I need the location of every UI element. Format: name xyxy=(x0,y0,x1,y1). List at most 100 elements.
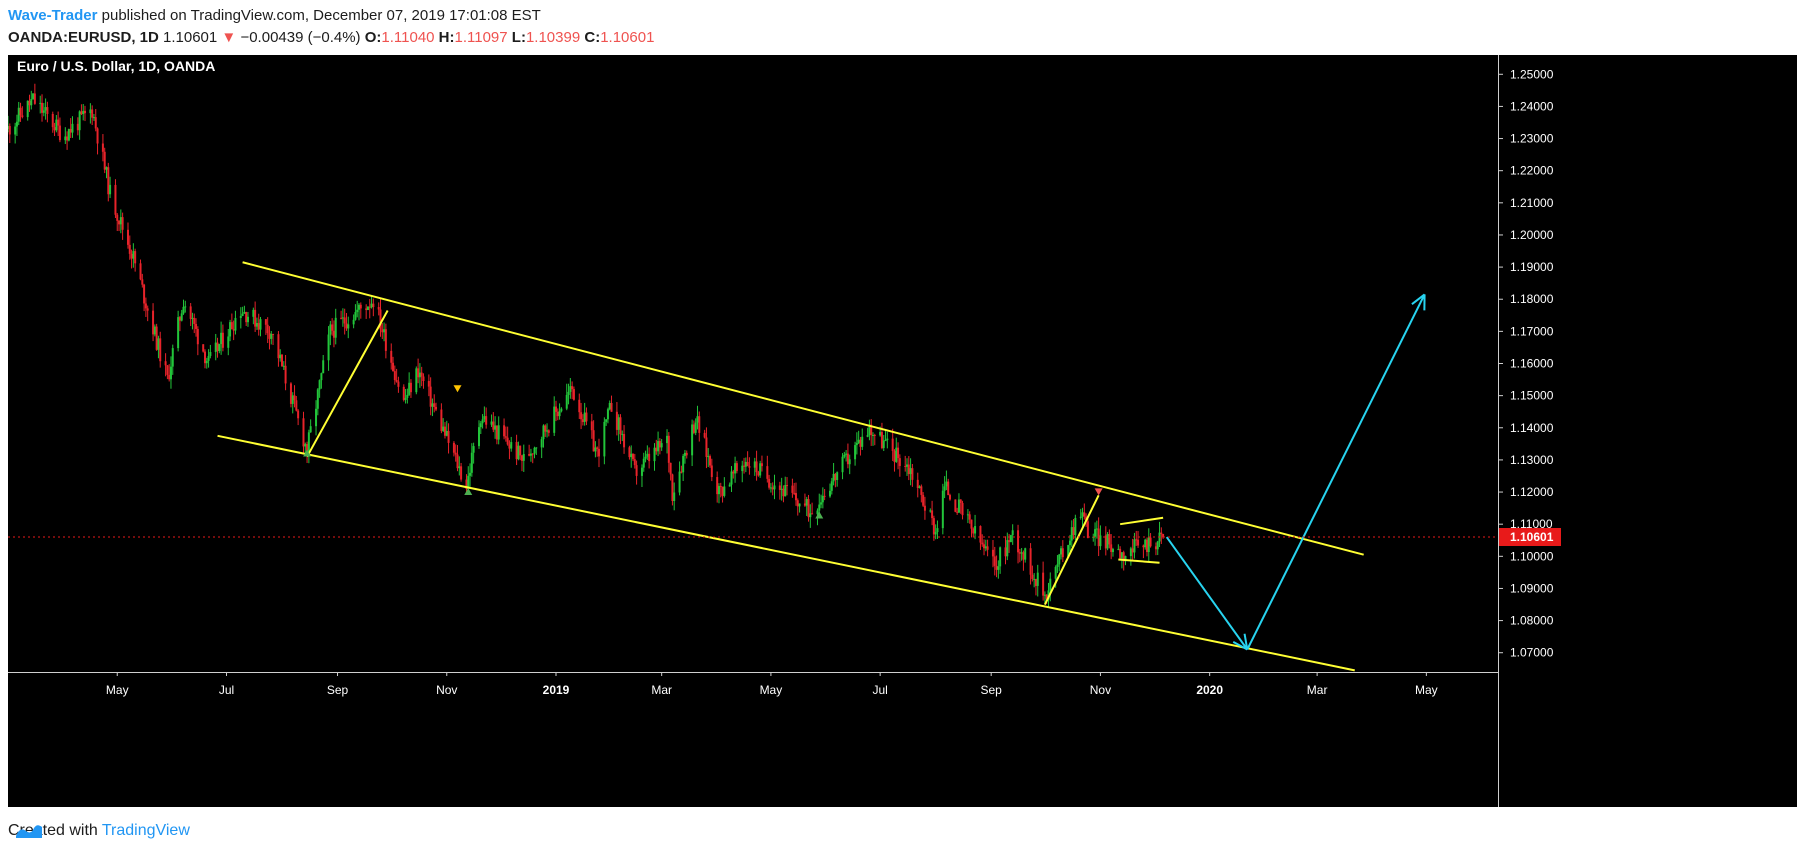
candle-body xyxy=(547,430,550,433)
symbol-line: OANDA:EURUSD, 1D 1.10601 ▼ −0.00439 (−0.… xyxy=(8,29,654,46)
price-axis[interactable]: 1.25000 1.24000 1.23000 1.22000 1.21000 1.200… xyxy=(1498,55,1561,807)
candle-body xyxy=(510,442,513,449)
candle-body xyxy=(970,519,973,529)
candle-body xyxy=(57,119,60,126)
candle-body xyxy=(1144,539,1147,548)
candle-body xyxy=(447,430,450,443)
candle-body xyxy=(732,471,735,474)
candle-body xyxy=(139,263,142,280)
candle-body xyxy=(119,217,122,225)
candle-body xyxy=(895,447,898,462)
candle-body xyxy=(272,333,275,335)
candle-body xyxy=(630,453,633,458)
candle-body xyxy=(748,466,751,468)
candle-body xyxy=(221,332,224,348)
candle-body xyxy=(794,493,797,501)
candle-body xyxy=(417,368,420,378)
candle-body xyxy=(216,342,219,352)
candle-body xyxy=(891,438,894,451)
time-tick-label: Mar xyxy=(1307,683,1328,697)
price-tick-label: 1.13000 xyxy=(1510,453,1554,467)
candle-body xyxy=(744,461,747,467)
candle-body xyxy=(1111,549,1114,553)
open-label: O: xyxy=(364,29,382,46)
candle-body xyxy=(572,389,575,400)
candle-body xyxy=(821,495,824,503)
candle-body xyxy=(931,510,934,519)
candle-body xyxy=(778,485,781,490)
time-tick-label: Jul xyxy=(219,683,234,697)
price-tick-label: 1.25000 xyxy=(1510,67,1554,81)
candle-body xyxy=(1036,572,1039,586)
candle-body xyxy=(409,382,412,393)
candle-body xyxy=(404,397,407,400)
candle-body xyxy=(809,513,812,518)
candle-body xyxy=(8,126,9,129)
time-tick-label: Nov xyxy=(436,683,457,697)
signal-marker xyxy=(453,385,462,393)
candle-body xyxy=(1083,512,1086,517)
candle-body xyxy=(1049,578,1052,591)
price-tick-label: 1.24000 xyxy=(1510,99,1554,113)
candle-body xyxy=(320,373,323,381)
candle-body xyxy=(297,410,300,419)
price-tick-label: 1.22000 xyxy=(1510,164,1554,178)
candle-body xyxy=(1110,544,1113,553)
candle-body xyxy=(384,329,387,351)
candle-body xyxy=(354,312,357,320)
price-tick-label: 1.12000 xyxy=(1510,485,1554,499)
chart-title: Euro / U.S. Dollar, 1D, OANDA xyxy=(17,58,215,74)
candle-body xyxy=(358,304,361,310)
candle-body xyxy=(270,333,273,339)
candle-body xyxy=(769,487,772,489)
candle-body xyxy=(943,486,946,491)
time-tick-label: Sep xyxy=(327,683,349,697)
trendline-flag-top xyxy=(1119,516,1164,526)
markers-layer xyxy=(303,385,1103,519)
candle-body xyxy=(710,465,713,478)
candle-body xyxy=(381,329,384,333)
chart-panel[interactable]: 1.25000 1.24000 1.23000 1.22000 1.21000 1.200… xyxy=(8,55,1797,807)
candle-body xyxy=(882,440,885,449)
candle-body xyxy=(372,303,375,308)
candle-body xyxy=(741,465,744,472)
candle-body xyxy=(259,319,262,330)
candle-body xyxy=(168,374,171,380)
candle-body xyxy=(1162,533,1165,538)
price-chart[interactable]: 1.25000 1.24000 1.23000 1.22000 1.21000 1.200… xyxy=(8,55,1797,807)
time-tick-label: Mar xyxy=(651,683,672,697)
candles-layer xyxy=(8,83,1165,607)
candle-body xyxy=(583,412,586,423)
candle-body xyxy=(327,334,330,361)
candle-body xyxy=(805,499,808,506)
price-tick-label: 1.19000 xyxy=(1510,260,1554,274)
candle-body xyxy=(1018,552,1021,554)
price-tick-label: 1.14000 xyxy=(1510,421,1554,435)
candle-body xyxy=(402,386,405,400)
candle-body xyxy=(315,408,318,427)
trendline-wave-2018 xyxy=(306,309,389,458)
candle-body xyxy=(1149,537,1152,547)
candle-body xyxy=(886,438,889,441)
candle-body xyxy=(207,355,210,361)
candle-body xyxy=(1056,564,1059,567)
candle-body xyxy=(807,499,810,518)
candle-body xyxy=(343,317,346,324)
candle-body xyxy=(759,463,762,476)
candle-body xyxy=(768,478,771,488)
candle-body xyxy=(959,499,962,504)
candle-body xyxy=(1072,527,1075,536)
candle-body xyxy=(121,217,124,230)
trendline-wave-2019 xyxy=(1044,494,1100,605)
candle-body xyxy=(14,126,17,135)
tradingview-brand[interactable]: TradingView xyxy=(101,822,190,839)
candle-body xyxy=(508,444,511,449)
time-axis[interactable]: May Jul Sep Nov 2019 Mar May Jul Sep Nov 2020 Mar Ma… xyxy=(8,672,1498,697)
candle-body xyxy=(743,465,746,467)
candle-body xyxy=(234,317,237,331)
candle-body xyxy=(628,447,631,458)
tradingview-logo-icon xyxy=(16,825,42,838)
candle-body xyxy=(282,365,285,367)
candle-body xyxy=(803,503,806,506)
author-link[interactable]: Wave-Trader xyxy=(8,7,98,24)
